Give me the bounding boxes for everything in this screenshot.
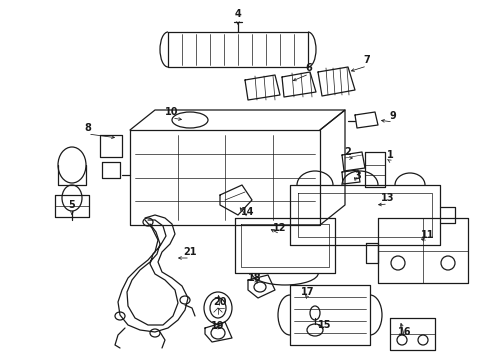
Text: 8: 8 [85,123,92,133]
Text: 14: 14 [241,207,255,217]
Text: 12: 12 [273,223,287,233]
Text: 20: 20 [213,297,227,307]
Text: 6: 6 [306,63,313,73]
Text: 21: 21 [183,247,197,257]
Text: 5: 5 [69,200,75,210]
Text: 10: 10 [165,107,179,117]
Text: 19: 19 [211,321,225,331]
Text: 2: 2 [344,147,351,157]
Text: 16: 16 [398,327,412,337]
Text: 13: 13 [381,193,395,203]
Text: 17: 17 [301,287,315,297]
Text: 7: 7 [364,55,370,65]
Text: 18: 18 [248,273,262,283]
Text: 15: 15 [318,320,332,330]
Text: 11: 11 [421,230,435,240]
Text: 3: 3 [355,171,361,181]
Text: 1: 1 [387,150,393,160]
Text: 9: 9 [390,111,396,121]
Text: 4: 4 [235,9,242,19]
